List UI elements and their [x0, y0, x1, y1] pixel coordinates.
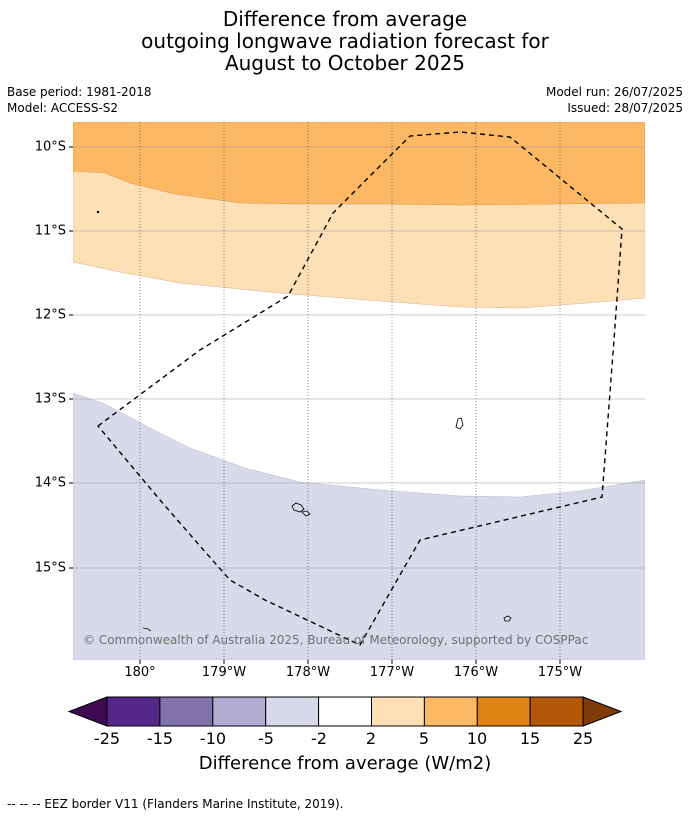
lat-label-11s: 11°S [34, 223, 66, 239]
lon-label-178w: 178°W [285, 665, 331, 680]
colorbar-segment [106, 696, 161, 727]
colorbar-segment [529, 696, 584, 727]
island-south [503, 615, 512, 622]
base-period: Base period: 1981-2018 [7, 85, 152, 99]
colorbar-tick-label: -15 [146, 729, 174, 748]
colorbar-title: Difference from average (W/m2) [198, 753, 492, 774]
island-alofi [301, 510, 311, 517]
colorbar-tick-label: 10 [466, 729, 488, 748]
axis-ticks [69, 146, 561, 664]
colorbar [67, 696, 623, 727]
islands [96, 210, 512, 632]
colorbar-tick-label: 5 [418, 729, 430, 748]
negative-2-5-region [73, 392, 645, 660]
model-name: Model: ACCESS-S2 [7, 101, 119, 115]
title-line-2: outgoing longwave radiation forecast for [141, 29, 549, 53]
chart-title: Difference from average outgoing longwav… [0, 8, 690, 74]
island-wallis [455, 417, 464, 430]
eez-footnote: -- -- -- EEZ border V11 (Flanders Marine… [7, 797, 344, 811]
lon-label-177w: 177°W [369, 665, 415, 680]
colorbar-tick-label: 25 [572, 729, 594, 748]
colorbar-tick-label: 15 [519, 729, 541, 748]
positive-5-10-region [73, 122, 645, 206]
meta-left: Base period: 1981-2018 Model: ACCESS-S2 [7, 84, 152, 116]
colorbar-segment [212, 696, 267, 727]
model-run: Model run: 26/07/2025 [545, 85, 683, 99]
lat-label-12s: 12°S [34, 307, 66, 323]
lat-label-10s: 10°S [34, 139, 66, 155]
island-southwest [142, 627, 152, 632]
issued-date: Issued: 28/07/2025 [567, 101, 683, 115]
lat-label-13s: 13°S [34, 391, 66, 407]
lon-label-176w: 176°W [453, 665, 499, 680]
colorbar-extend-high [582, 696, 623, 727]
map-area [73, 122, 645, 660]
colorbar-segment [318, 696, 373, 727]
colorbar-segment [476, 696, 531, 727]
colorbar-segment [371, 696, 425, 727]
colorbar-extend-low [67, 696, 108, 727]
eez-border [96, 131, 623, 646]
title-line-3: August to October 2025 [224, 51, 466, 75]
lat-label-15s: 15°S [34, 560, 66, 576]
colorbar-segment [265, 696, 320, 727]
colorbar-tick-label: -25 [93, 729, 121, 748]
lon-label-180: 180° [124, 665, 156, 680]
lon-label-179w: 179°W [201, 665, 247, 680]
colorbar-segment [423, 696, 478, 727]
island-northwest [96, 210, 100, 214]
title-line-1: Difference from average [222, 7, 468, 31]
lon-label-175w: 175°W [537, 665, 583, 680]
copyright-notice: © Commonwealth of Australia 2025, Bureau… [83, 633, 589, 647]
island-futuna [291, 502, 305, 513]
colorbar-tick-label: -5 [258, 729, 274, 748]
colorbar-tick-label: -2 [311, 729, 327, 748]
latitude-gridlines [73, 146, 645, 569]
colorbar-tick-label: -10 [199, 729, 227, 748]
colorbar-segment [159, 696, 214, 727]
meta-right: Model run: 26/07/2025 Issued: 28/07/2025 [546, 84, 683, 116]
lat-label-14s: 14°S [34, 475, 66, 491]
colorbar-tick-label: 2 [365, 729, 377, 748]
